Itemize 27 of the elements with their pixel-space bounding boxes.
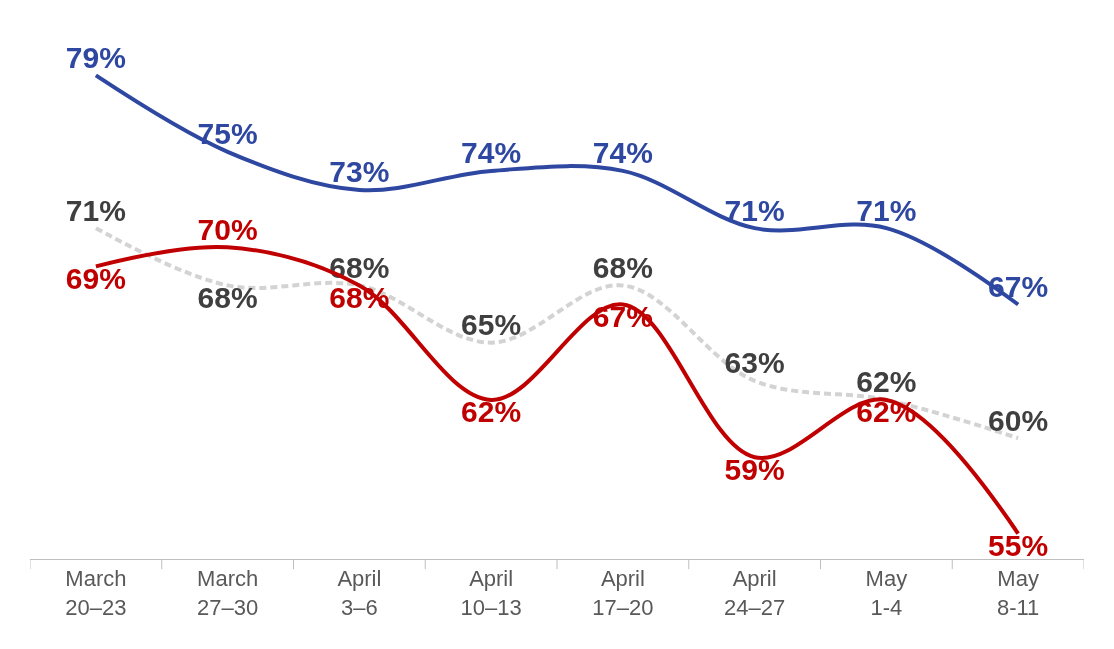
data-label: 71% [856,193,917,227]
x-tick-label: May 1-4 [865,566,908,620]
data-label: 63% [724,346,785,380]
data-label: 68% [592,250,653,284]
data-label: 70% [197,212,258,246]
data-label: 71% [65,193,126,227]
data-label: 71% [724,193,785,227]
x-tick-label: April 10–13 [460,566,522,620]
data-label: 79% [65,40,126,74]
data-label: 62% [856,365,917,399]
x-tick-label: April 3–6 [337,566,382,620]
data-label: 75% [197,117,258,151]
data-label: 55% [988,529,1049,563]
data-label: 65% [461,308,522,342]
data-label: 68% [197,280,258,314]
x-tick-label: March 20–23 [65,566,127,620]
x-tick-label: April 17–20 [592,566,654,620]
data-label: 74% [461,136,522,170]
x-tick-label: May 8-11 [996,566,1040,620]
data-label: 60% [988,403,1049,437]
data-label: 74% [592,136,653,170]
data-label: 62% [461,395,522,429]
data-label: 69% [65,261,126,295]
data-label: 73% [329,155,390,189]
x-tick-label: April 24–27 [724,566,786,620]
data-label: 59% [724,452,785,486]
x-tick-label: March 27–30 [197,566,259,620]
